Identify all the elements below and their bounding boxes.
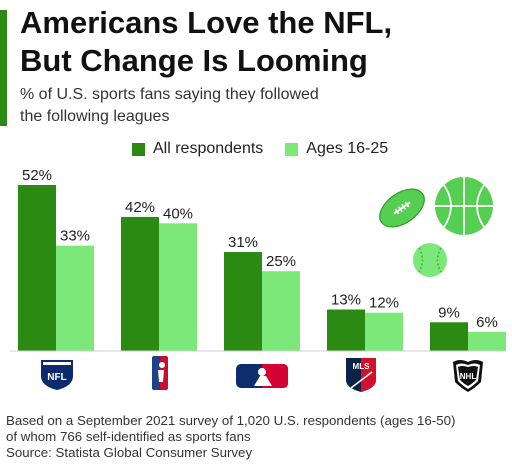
bar-nhl-young (468, 331, 506, 351)
bar-mls-young (365, 312, 403, 351)
bar-mls-all (327, 309, 365, 351)
footer-note-line-1: Based on a September 2021 survey of 1,02… (6, 413, 456, 428)
mlb-logo-icon (236, 364, 288, 388)
bar-chart: 52% 33% 42% 40% 31% 25% 13% 12% 9% 6% NFL MLS (10, 167, 506, 392)
bar-mlb-young (262, 271, 300, 351)
title-line-2: But Change Is Looming (20, 43, 368, 78)
bar-mlb-all (224, 252, 262, 351)
value-label-mls-young: 12% (369, 295, 399, 312)
legend-item-all: All respondents (132, 140, 263, 158)
title-accent-bar (0, 10, 7, 126)
value-label-nhl-all: 9% (438, 304, 460, 321)
title-line-1: Americans Love the NFL, (20, 5, 393, 40)
value-label-nfl-young: 33% (60, 228, 90, 245)
league-logos: NFL MLS NHL (41, 356, 483, 392)
subtitle-line-2: the following leagues (20, 108, 170, 125)
bars-group: 52% 33% 42% 40% 31% 25% 13% 12% 9% 6% (18, 167, 506, 351)
nhl-logo-icon: NHL (453, 360, 483, 392)
value-label-nhl-young: 6% (476, 314, 498, 331)
bar-nfl-young (56, 245, 94, 351)
sports-balls-illustration (379, 177, 493, 277)
legend-item-young: Ages 16-25 (285, 140, 388, 158)
value-label-mls-all: 13% (331, 292, 361, 309)
footer-note-line-2: of whom 766 self-identified as sports fa… (6, 429, 251, 444)
footer-source: Source: Statista Global Consumer Survey (6, 445, 253, 460)
nhl-logo-text: NHL (460, 372, 477, 381)
chart-legend: All respondents Ages 16-25 (132, 140, 410, 158)
value-label-mlb-young: 25% (266, 253, 296, 270)
chart-footer: Based on a September 2021 survey of 1,02… (6, 413, 455, 461)
basketball-icon (435, 177, 493, 235)
chart-subtitle: % of U.S. sports fans saying they follow… (20, 84, 500, 128)
legend-label-all: All respondents (153, 140, 264, 157)
nfl-logo-text: NFL (47, 372, 66, 383)
bar-nba-young (159, 223, 197, 351)
chart-title: Americans Love the NFL, But Change Is Lo… (20, 4, 500, 80)
legend-swatch-all (132, 142, 145, 156)
bar-nhl-all (430, 322, 468, 351)
legend-swatch-young (285, 142, 299, 156)
value-label-nba-young: 40% (163, 205, 193, 222)
subtitle-line-1: % of U.S. sports fans saying they follow… (20, 86, 319, 103)
bar-nba-all (121, 216, 159, 351)
baseball-icon (413, 243, 447, 277)
value-label-mlb-all: 31% (228, 234, 258, 251)
value-label-nba-all: 42% (125, 199, 155, 216)
nfl-logo-icon: NFL (41, 360, 73, 390)
football-icon (379, 188, 425, 228)
value-label-nfl-all: 52% (22, 167, 52, 184)
nba-logo-icon (152, 356, 168, 390)
legend-label-young: Ages 16-25 (306, 140, 389, 157)
bar-nfl-all (18, 185, 56, 351)
mls-logo-icon: MLS (346, 358, 376, 392)
mls-logo-text: MLS (353, 362, 371, 371)
